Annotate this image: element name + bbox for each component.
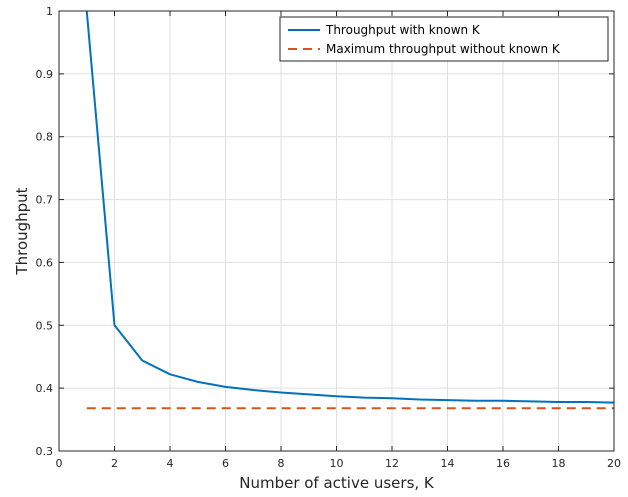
y-tick-label: 1 <box>46 5 53 18</box>
x-tick-label: 6 <box>222 457 229 470</box>
x-tick-label: 8 <box>278 457 285 470</box>
y-tick-label: 0.8 <box>36 131 54 144</box>
x-tick-label: 12 <box>385 457 399 470</box>
x-tick-label: 14 <box>441 457 455 470</box>
x-axis-title: Number of active users, K <box>239 474 435 492</box>
y-tick-label: 0.3 <box>36 445 54 458</box>
y-tick-label: 0.6 <box>36 256 54 269</box>
legend-label-without-known-k: Maximum throughput without known K <box>326 42 561 56</box>
x-tick-label: 16 <box>496 457 510 470</box>
y-axis-title: Throughput <box>13 187 31 275</box>
x-tick-label: 18 <box>552 457 566 470</box>
x-tick-label: 20 <box>607 457 621 470</box>
x-tick-label: 2 <box>111 457 118 470</box>
y-tick-label: 0.7 <box>36 194 54 207</box>
y-tick-label: 0.9 <box>36 68 54 81</box>
plot-lines <box>85 10 615 410</box>
grid-lines <box>58 10 615 452</box>
x-tick-label: 0 <box>56 457 63 470</box>
x-tick-label: 10 <box>330 457 344 470</box>
y-tick-label: 0.5 <box>36 319 54 332</box>
series-line-known-k <box>85 10 615 404</box>
legend-label-known-k: Throughput with known K <box>325 23 481 37</box>
legend-box <box>279 16 609 62</box>
axis-ticks: 0 2 4 6 8 10 12 14 16 18 20 0.3 0.4 0.5 0.6 0.7 0.8 0.9 1 <box>36 5 622 470</box>
legend: Throughput with known K Maximum throughp… <box>279 16 609 62</box>
y-tick-label: 0.4 <box>36 382 54 395</box>
x-tick-label: 4 <box>167 457 174 470</box>
